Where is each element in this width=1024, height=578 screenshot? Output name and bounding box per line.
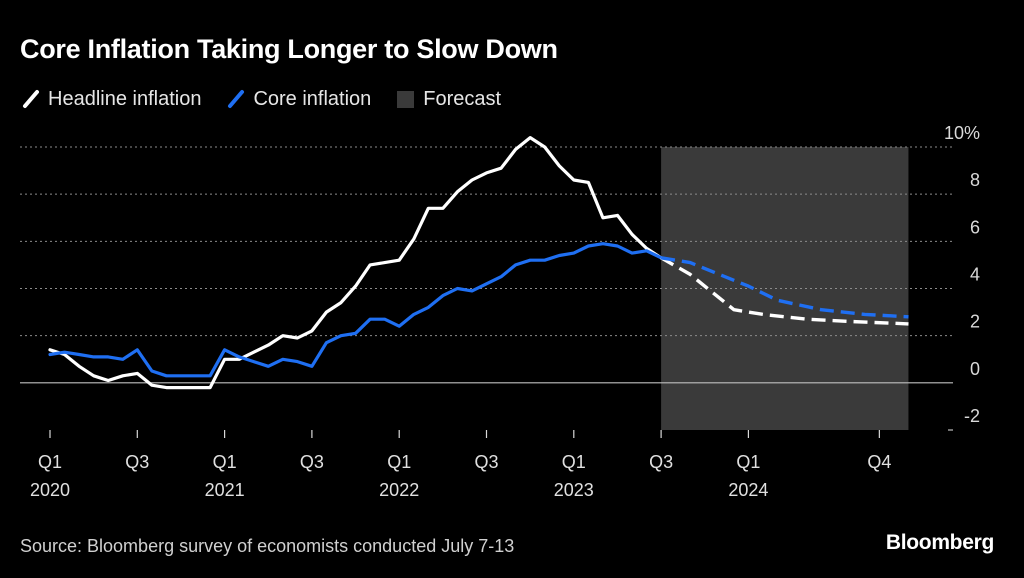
- x-tick-year-label: 2022: [379, 480, 419, 500]
- source-note: Source: Bloomberg survey of economists c…: [20, 536, 515, 556]
- legend-item-headline: Headline inflation: [22, 88, 201, 111]
- y-tick-label: 0: [970, 359, 980, 379]
- x-tick-quarter-label: Q1: [38, 452, 62, 472]
- x-tick-year-label: 2024: [728, 480, 768, 500]
- core-forecast-line: [660, 256, 909, 319]
- x-tick-year-label: 2020: [30, 480, 70, 500]
- x-tick-quarter-label: Q1: [736, 452, 760, 472]
- legend-item-core: Core inflation: [227, 88, 371, 111]
- headline-actual-line: [48, 136, 663, 390]
- chart-legend: Headline inflation Core inflation Foreca…: [22, 86, 527, 112]
- legend-item-forecast: Forecast: [397, 88, 501, 111]
- y-tick-label: 4: [970, 265, 980, 285]
- legend-label-forecast: Forecast: [423, 87, 502, 110]
- headline-line-icon: [23, 90, 39, 108]
- x-tick-year-label: 2023: [554, 480, 594, 500]
- y-tick-label: -2: [964, 406, 980, 426]
- x-tick-quarter-label: Q3: [300, 452, 324, 472]
- y-tick-label: 8: [970, 170, 980, 190]
- x-tick-quarter-label: Q4: [867, 452, 891, 472]
- legend-label-core: Core inflation: [253, 87, 372, 110]
- legend-label-headline: Headline inflation: [48, 87, 202, 110]
- x-tick-quarter-label: Q3: [125, 452, 149, 472]
- forecast-swatch-icon: [397, 90, 415, 108]
- x-tick-quarter-label: Q1: [387, 452, 411, 472]
- x-tick-quarter-label: Q1: [213, 452, 237, 472]
- headline-forecast-line: [660, 256, 909, 326]
- core-line-icon: [228, 90, 245, 108]
- y-tick-label: 2: [970, 312, 980, 332]
- y-tick-label: 6: [970, 217, 980, 237]
- x-tick-year-label: 2021: [205, 480, 245, 500]
- core-actual-line: [48, 242, 663, 378]
- y-tick-label: 10%: [944, 123, 980, 143]
- chart-title: Core Inflation Taking Longer to Slow Dow…: [20, 34, 558, 64]
- x-tick-quarter-label: Q3: [649, 452, 673, 472]
- bloomberg-logo: Bloomberg: [885, 531, 994, 554]
- x-tick-quarter-label: Q3: [474, 452, 498, 472]
- x-tick-quarter-label: Q1: [562, 452, 586, 472]
